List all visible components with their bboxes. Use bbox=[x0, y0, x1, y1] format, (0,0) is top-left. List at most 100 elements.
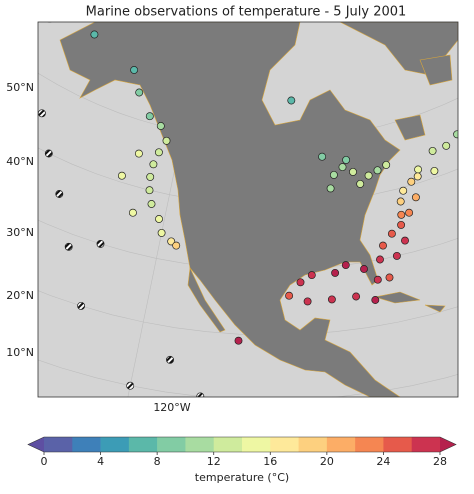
observation bbox=[156, 122, 165, 130]
colorbar-tick-label: 28 bbox=[433, 455, 447, 468]
colorbar-tick-label: 8 bbox=[154, 455, 161, 468]
land bbox=[424, 304, 446, 313]
observation bbox=[385, 273, 394, 282]
colorbar-tick-label: 20 bbox=[320, 455, 334, 468]
colorbar-segment bbox=[383, 437, 413, 452]
observation bbox=[382, 160, 391, 169]
observation bbox=[430, 166, 439, 175]
observation bbox=[329, 170, 338, 179]
observation bbox=[287, 96, 296, 105]
observation-missing bbox=[64, 242, 73, 251]
observation bbox=[342, 155, 351, 164]
observation bbox=[147, 200, 156, 208]
observation bbox=[146, 172, 155, 181]
observation bbox=[397, 220, 406, 229]
observation bbox=[356, 179, 365, 188]
observation bbox=[341, 261, 350, 270]
observation bbox=[428, 146, 437, 155]
colorbar-segment bbox=[270, 437, 299, 452]
observation bbox=[167, 237, 176, 246]
observation-missing bbox=[166, 355, 174, 364]
observation bbox=[411, 193, 420, 202]
colorbar-tick-label: 24 bbox=[376, 455, 390, 468]
observation bbox=[326, 184, 335, 193]
observation bbox=[396, 197, 405, 206]
observation bbox=[442, 141, 451, 150]
colorbar-segment bbox=[213, 437, 243, 452]
observation bbox=[387, 229, 396, 238]
observation-missing bbox=[38, 109, 46, 118]
colorbar-segment bbox=[128, 437, 158, 452]
observation bbox=[90, 30, 99, 39]
observation bbox=[371, 296, 380, 304]
observation bbox=[318, 152, 327, 161]
title: Marine observations of temperature - 5 J… bbox=[86, 5, 407, 20]
map bbox=[4, 22, 458, 436]
observation bbox=[117, 171, 126, 180]
longitude-label: 120°W bbox=[153, 401, 190, 414]
observation bbox=[379, 241, 387, 250]
observation-missing bbox=[4, 310, 11, 317]
observation bbox=[145, 186, 154, 195]
observation bbox=[331, 268, 340, 277]
observation bbox=[128, 208, 137, 217]
observation-missing bbox=[55, 190, 64, 198]
axis-labels: 50°N 40°N 30°N 20°N 10°N 120°W bbox=[6, 81, 191, 414]
observation bbox=[405, 208, 414, 217]
observation-missing bbox=[77, 301, 86, 310]
colorbar-segment bbox=[411, 437, 441, 452]
colorbar-over bbox=[440, 437, 456, 452]
colorbar-tick-label: 0 bbox=[41, 455, 48, 468]
observation bbox=[134, 149, 143, 158]
land bbox=[187, 266, 226, 333]
colorbar-segment bbox=[326, 437, 356, 452]
observation bbox=[338, 163, 347, 172]
observation bbox=[360, 265, 368, 273]
colorbar-under bbox=[28, 437, 44, 452]
observation bbox=[307, 271, 316, 280]
colorbar-segment bbox=[157, 437, 186, 452]
observation bbox=[130, 66, 139, 74]
observation bbox=[172, 241, 181, 250]
colorbar-label: temperature (°C) bbox=[195, 471, 289, 484]
observation bbox=[154, 148, 163, 157]
observation bbox=[364, 171, 373, 180]
colorbar-segment bbox=[355, 437, 384, 452]
observation bbox=[399, 186, 408, 195]
observation bbox=[135, 88, 144, 97]
observation bbox=[413, 172, 422, 181]
land bbox=[394, 114, 426, 141]
land bbox=[374, 291, 421, 304]
colorbar: 0 4 8 12 16 20 24 28 temperature (°C) bbox=[27, 436, 457, 484]
colorbar-segment bbox=[44, 437, 73, 452]
observation bbox=[157, 228, 166, 237]
observations bbox=[4, 22, 458, 436]
observation bbox=[373, 166, 382, 175]
latitude-label: 30°N bbox=[6, 226, 34, 239]
observation bbox=[414, 165, 423, 174]
observation bbox=[352, 292, 361, 301]
colorbar-segment bbox=[100, 437, 130, 452]
observation bbox=[401, 236, 409, 245]
observation bbox=[373, 275, 382, 284]
colorbar-tick-label: 16 bbox=[263, 455, 277, 468]
observation bbox=[47, 22, 52, 23]
colorbar-segment bbox=[242, 437, 271, 452]
observation bbox=[145, 112, 154, 121]
observation-missing bbox=[267, 429, 274, 436]
map-frame bbox=[37, 21, 459, 398]
observation bbox=[303, 297, 312, 306]
observation-missing bbox=[126, 381, 135, 390]
observation bbox=[453, 130, 458, 139]
colorbar-segment bbox=[298, 437, 328, 452]
latitude-label: 10°N bbox=[6, 346, 34, 359]
colorbar-segment bbox=[185, 437, 215, 452]
observation bbox=[155, 215, 163, 223]
observation bbox=[397, 210, 406, 219]
observation bbox=[234, 336, 243, 345]
colorbar-tick-label: 4 bbox=[97, 455, 104, 468]
observation bbox=[407, 177, 416, 186]
latitude-label: 50°N bbox=[6, 81, 34, 94]
